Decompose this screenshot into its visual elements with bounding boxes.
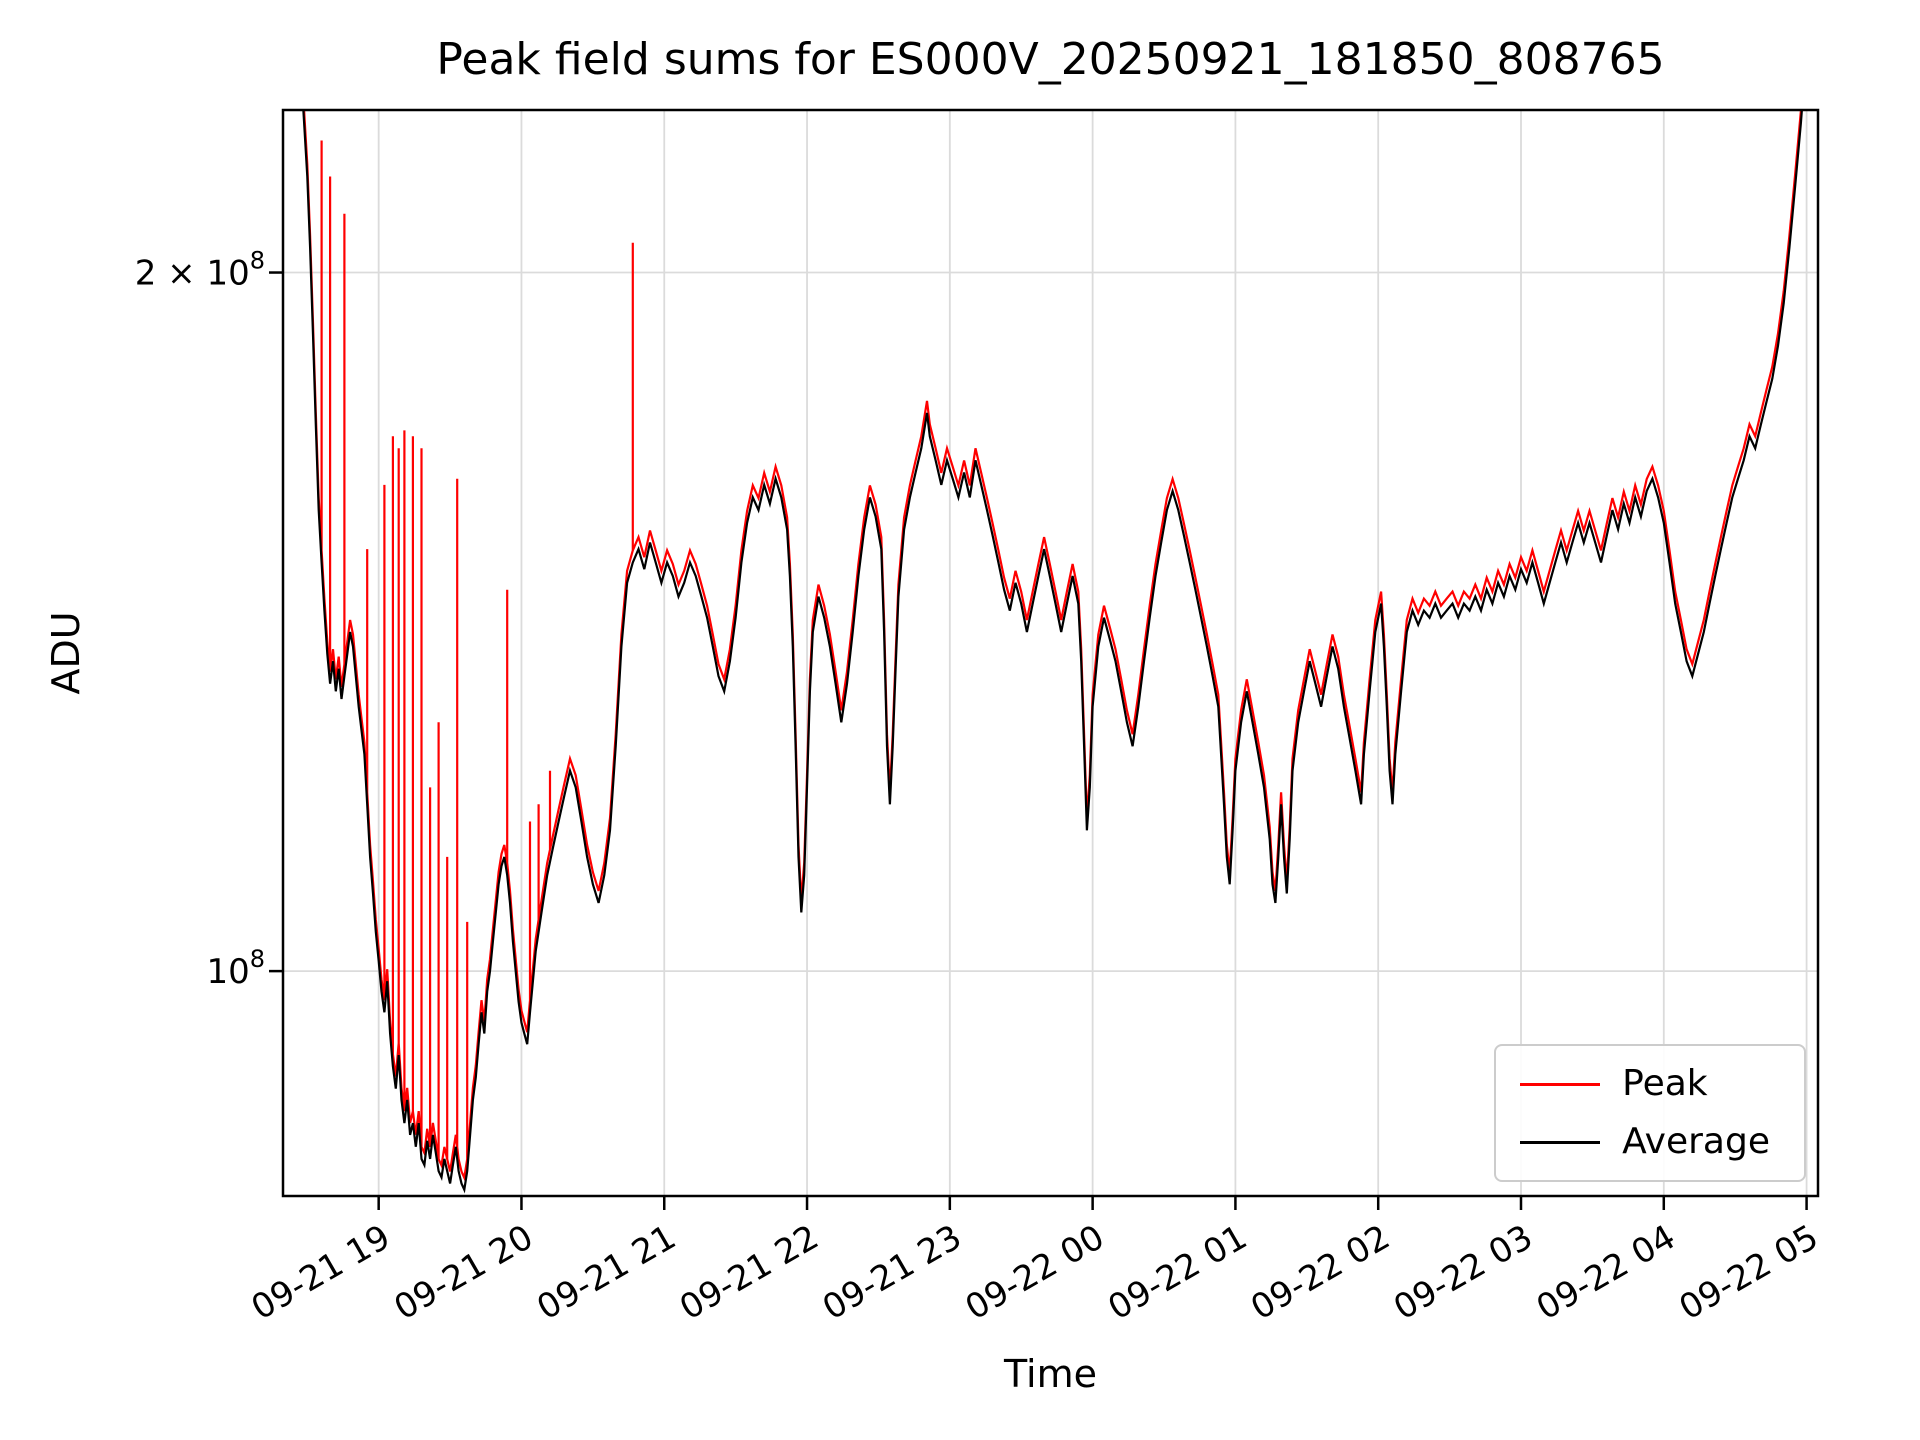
chart-title: Peak field sums for ES000V_20250921_1818… (436, 34, 1665, 85)
x-tick-label: 09-21 20 (388, 1217, 540, 1328)
legend-label-average: Average (1622, 1121, 1770, 1162)
average-line-swatch (1520, 1140, 1601, 1144)
x-tick-label: 09-21 19 (245, 1217, 397, 1328)
legend: Peak Average (1494, 1044, 1806, 1182)
legend-item-average: Average (1520, 1124, 1770, 1160)
legend-item-peak: Peak (1520, 1066, 1770, 1102)
x-tick-label: 09-21 23 (816, 1217, 968, 1328)
y-tick-label: 2 × 108 (135, 247, 265, 294)
peak-line-swatch (1520, 1082, 1601, 1086)
x-tick-label: 09-22 00 (959, 1217, 1111, 1328)
plot-border (281, 108, 1820, 1198)
y-tick-label: 108 (206, 945, 265, 992)
x-tick-label: 09-22 03 (1387, 1217, 1539, 1328)
x-tick-label: 09-21 21 (530, 1217, 682, 1328)
x-axis-label: Time (1004, 1352, 1097, 1396)
x-tick-label: 09-21 22 (673, 1217, 825, 1328)
x-tick-label: 09-22 01 (1102, 1217, 1254, 1328)
peak-line (302, 110, 1803, 1182)
legend-label-peak: Peak (1622, 1063, 1708, 1104)
average-line (302, 110, 1803, 1194)
x-tick-label: 09-22 04 (1530, 1217, 1682, 1328)
x-tick-label: 09-22 05 (1673, 1217, 1825, 1328)
x-tick-label: 09-22 02 (1244, 1217, 1396, 1328)
